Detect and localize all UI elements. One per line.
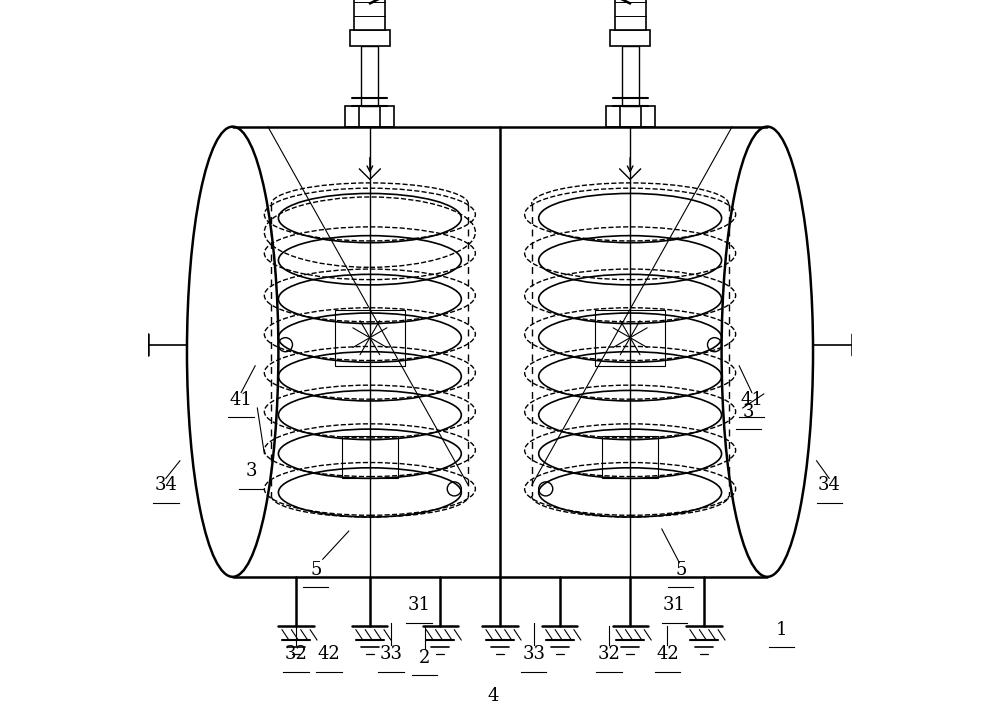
Ellipse shape [189,129,277,575]
Text: 34: 34 [154,477,177,494]
Bar [615,0,646,30]
Text: 1: 1 [776,621,787,638]
FancyBboxPatch shape [233,127,767,577]
Text: 5: 5 [310,561,321,579]
Text: 33: 33 [379,645,402,663]
Bar [595,310,665,366]
Text: 34: 34 [818,477,841,494]
Text: 2: 2 [419,649,430,667]
Bar [606,105,655,127]
Text: 41: 41 [230,390,253,409]
Bar [335,310,405,366]
Text: 41: 41 [740,390,763,409]
Text: 32: 32 [285,645,307,663]
Ellipse shape [723,129,811,575]
Text: 32: 32 [598,645,620,663]
Text: 4: 4 [487,687,499,706]
Bar [350,30,390,46]
Bar [610,30,650,46]
Text: 42: 42 [318,645,340,663]
Text: 33: 33 [522,645,545,663]
Text: 5: 5 [675,561,686,579]
Text: 3: 3 [743,402,754,421]
Bar [345,105,394,127]
Bar [354,0,385,30]
Bar [602,436,658,479]
Bar [342,436,398,479]
Text: 42: 42 [656,645,679,663]
Text: 31: 31 [663,596,686,614]
Text: 31: 31 [408,596,431,614]
Bar [361,46,378,105]
Text: 3: 3 [246,462,257,480]
Bar [622,46,639,105]
